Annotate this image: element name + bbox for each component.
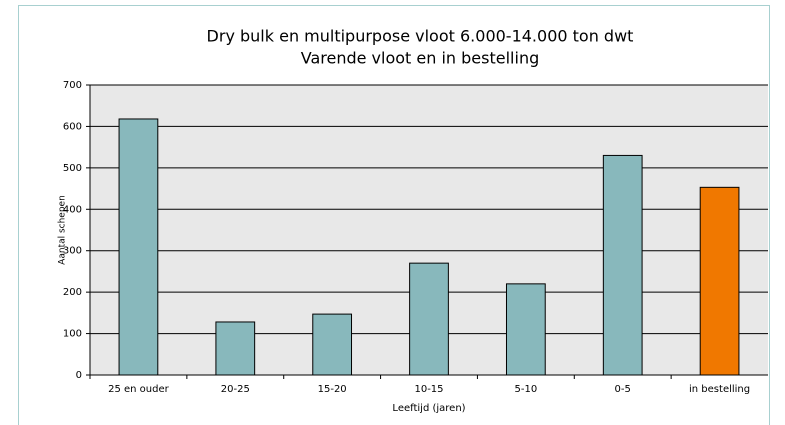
bar (699, 186, 740, 376)
y-tick-label: 100 (63, 329, 82, 340)
y-tick-label: 300 (63, 246, 82, 257)
x-tick-label: 15-20 (318, 384, 347, 395)
chart-subtitle: Varende vloot en in bestelling (301, 49, 539, 68)
bar (409, 262, 449, 376)
y-axis-label: Aantal schepen (58, 195, 68, 265)
y-tick-label: 500 (63, 163, 82, 174)
bar (505, 283, 546, 376)
chart-title: Dry bulk en multipurpose vloot 6.000-14.… (207, 27, 634, 46)
bar (118, 118, 159, 376)
x-tick-label: 0-5 (615, 384, 631, 395)
x-axis-label: Leeftijd (jaren) (392, 403, 465, 414)
y-tick-label: 700 (63, 80, 82, 91)
y-tick-label: 200 (63, 287, 82, 298)
bar (215, 321, 256, 376)
x-tick-label: 25 en ouder (108, 384, 170, 395)
x-tick-label: 5-10 (515, 384, 538, 395)
x-tick-label: 10-15 (414, 384, 443, 395)
bar (312, 313, 353, 376)
bar (602, 154, 643, 376)
x-tick-label: in bestelling (689, 384, 750, 395)
y-tick-label: 600 (63, 121, 82, 132)
y-tick-label: 0 (76, 370, 82, 381)
x-tick-label: 20-25 (221, 384, 250, 395)
y-tick-label: 400 (63, 204, 82, 215)
